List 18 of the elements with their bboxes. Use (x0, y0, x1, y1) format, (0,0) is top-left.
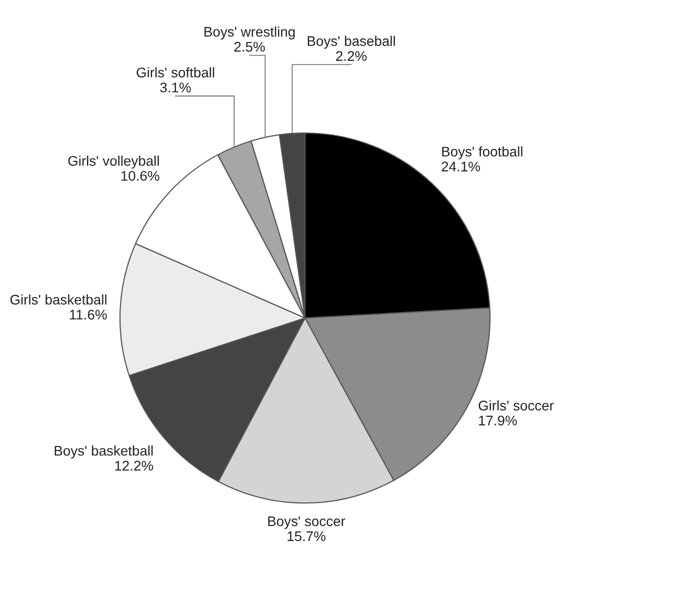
data-label: 2.2% (336, 51, 367, 61)
slice-label: Boys' soccer (268, 516, 346, 529)
slice-label: Boys' football (442, 146, 522, 160)
data-label: 12.2% (115, 460, 154, 471)
slice-label: Boys' basketball (54, 445, 153, 458)
data-label: 11.6% (70, 310, 107, 320)
data-label: 24.1% (442, 162, 480, 172)
slice-label: Girls' basketball (10, 294, 106, 305)
slice-label: Girls' volleyball (68, 156, 159, 169)
data-label: 10.6% (121, 170, 160, 181)
slice-label: Girls' softball (136, 67, 214, 78)
slice-label: Girls' soccer (478, 400, 554, 411)
data-label: 2.5% (234, 42, 265, 52)
slice-label: Boys' wrestling (204, 26, 295, 40)
data-label: 17.9% (479, 416, 517, 426)
data-label: 15.7% (288, 531, 326, 542)
data-label: 3.1% (160, 82, 191, 92)
slice-label: Boys' baseball (308, 36, 395, 49)
